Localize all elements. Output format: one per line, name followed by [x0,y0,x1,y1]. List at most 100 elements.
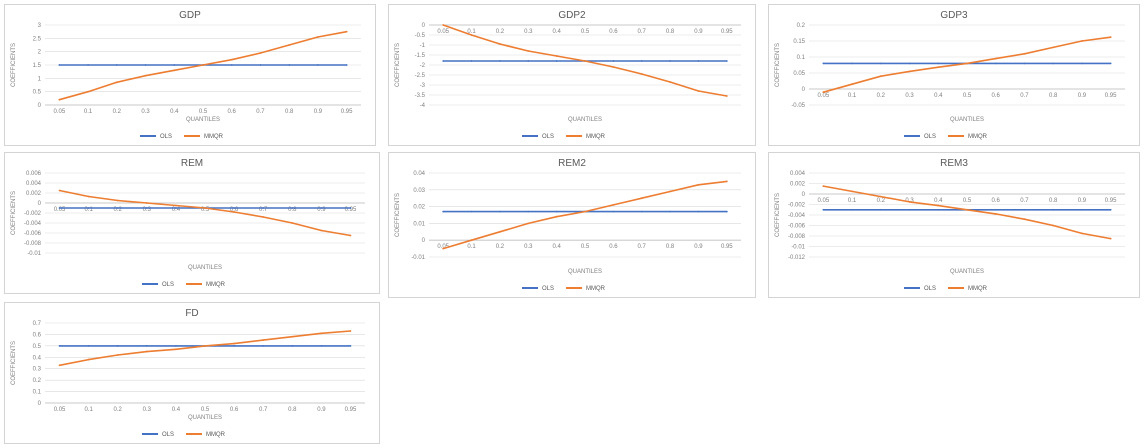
data-point-mmqr [669,81,671,83]
data-point-mmqr [640,73,643,75]
y-tick-label: 0.3 [33,367,42,373]
x-tick-label: 0.3 [524,29,533,35]
x-tick-label: 0.6 [228,109,237,115]
data-point-ols [288,64,291,66]
data-point-ols [937,62,940,65]
data-point-ols [1052,208,1055,211]
data-point-ols [175,344,177,347]
data-point-ols [879,62,882,65]
data-point-mmqr [204,207,206,209]
x-axis-title: QUANTILES [188,415,222,421]
data-point-ols [908,62,911,65]
data-point-mmqr [669,190,671,193]
y-tick-label: 0 [802,192,806,198]
data-point-mmqr [994,57,997,60]
data-point-mmqr [320,332,323,335]
x-tick-label: 0.5 [201,207,210,213]
data-point-mmqr [320,229,323,232]
legend-label-ols: OLS [924,286,936,292]
data-point-ols [345,64,348,66]
y-tick-label: -0.01 [27,251,41,257]
x-tick-label: 0.2 [496,244,505,250]
data-point-mmqr [527,222,530,225]
x-tick-label: 0.8 [285,109,294,115]
chart-panel-rem: REM 0.006 0.004 0.002 0 -0.002 -0.004 -0.006 -0.… [4,152,380,294]
x-axis-title: QUANTILES [950,269,984,275]
y-tick-label: -0.05 [791,103,805,109]
data-point-mmqr [173,69,176,72]
data-point-ols [1081,62,1083,65]
y-tick-label: 0.2 [33,378,42,384]
x-axis-title: QUANTILES [188,265,222,271]
data-point-ols [1023,208,1026,211]
data-point-mmqr [1081,40,1083,42]
x-tick-label: 0.4 [552,29,561,35]
y-tick-label: 0 [38,401,42,407]
data-point-ols [879,208,882,211]
data-point-ols [555,60,558,62]
data-point-mmqr [345,30,348,33]
x-tick-label: 0.95 [721,29,733,35]
y-tick-label: -0.01 [411,255,425,261]
y-tick-label: -0.002 [788,203,806,209]
x-tick-label: 0.05 [54,109,66,115]
x-tick-label: 0.3 [905,93,914,99]
data-point-mmqr [851,190,853,193]
data-point-ols [527,60,530,62]
data-point-mmqr [1109,36,1112,39]
data-point-ols [442,210,445,213]
x-axis-title: QUANTILES [950,117,984,123]
x-tick-label: 0.05 [54,207,66,213]
data-point-ols [612,210,615,213]
data-point-mmqr [87,358,90,361]
x-tick-label: 0.8 [288,207,297,213]
x-tick-label: 0.8 [1049,93,1058,99]
x-tick-label: 0.95 [345,407,357,413]
data-point-ols [669,60,671,62]
data-point-ols [1081,208,1083,211]
x-tick-label: 0.7 [638,244,647,250]
data-point-mmqr [966,62,968,65]
x-tick-label: 0.05 [437,244,449,250]
x-tick-label: 0.05 [818,93,830,99]
data-point-ols [1109,208,1112,211]
data-point-mmqr [851,83,853,86]
data-point-ols [499,60,501,62]
chart-title: REM3 [940,158,968,169]
x-tick-label: 0.7 [256,109,265,115]
data-point-ols [669,210,671,213]
data-point-ols [262,207,265,209]
y-tick-label: 0.04 [413,171,425,177]
data-point-ols [612,60,615,62]
data-point-mmqr [612,204,615,206]
data-point-mmqr [470,34,473,36]
y-tick-label: -2 [420,63,426,69]
legend-label-ols: OLS [924,134,936,140]
data-point-mmqr [937,204,940,207]
y-tick-label: 3 [38,23,42,29]
y-tick-label: 0.05 [793,71,805,77]
data-point-ols [470,60,473,62]
data-point-ols [470,210,473,213]
data-point-ols [994,62,997,65]
x-tick-label: 0.2 [114,407,123,413]
legend-label-ols: OLS [162,282,174,288]
data-point-ols [58,344,61,347]
data-point-ols [87,64,89,66]
data-point-ols [499,210,501,213]
data-point-ols [349,207,352,209]
y-tick-label: 0.5 [33,344,42,350]
chart-panel-gdp: GDP 0 0.5 1 1.5 2 2.5 3 0.05 0.1 0.2 0.3 0.4 0.5 0.6 0.… [4,4,376,146]
data-point-ols [725,60,728,62]
data-point-ols [233,207,235,209]
data-point-mmqr [822,91,825,94]
y-tick-label: 1.5 [33,63,42,69]
data-point-mmqr [233,342,235,345]
x-tick-label: 0.4 [934,93,943,99]
data-point-mmqr [1109,237,1112,240]
data-point-mmqr [555,55,558,57]
x-tick-label: 0.1 [84,109,93,115]
y-tick-label: 0.7 [33,321,42,327]
data-point-ols [145,344,148,347]
data-point-mmqr [697,183,700,186]
